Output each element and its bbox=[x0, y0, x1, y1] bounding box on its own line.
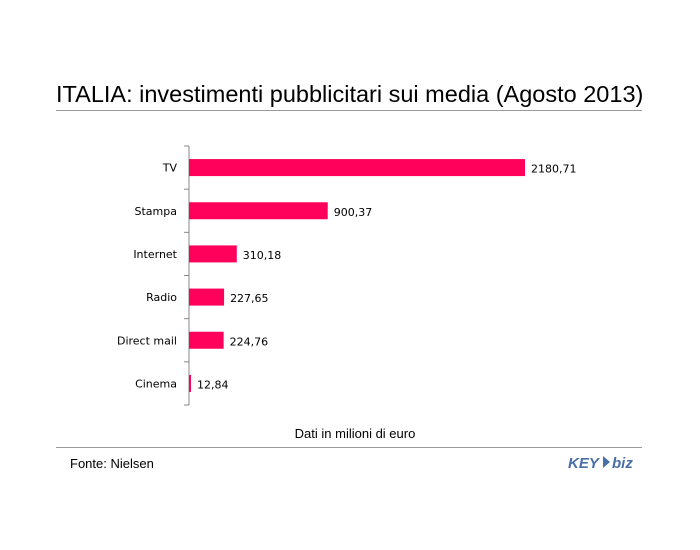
keybiz-logo: KEY biz bbox=[568, 455, 633, 472]
chart-title: ITALIA: investimenti pubblicitari sui me… bbox=[56, 81, 644, 107]
bar-3 bbox=[189, 288, 225, 306]
category-label-3: Radio bbox=[146, 291, 177, 304]
bar-2 bbox=[189, 245, 237, 263]
logo-arrow-icon bbox=[603, 456, 610, 468]
bar-4 bbox=[189, 331, 224, 349]
axis-layer bbox=[184, 145, 190, 406]
value-label-5: 12,84 bbox=[197, 378, 229, 391]
bar-5 bbox=[189, 374, 191, 392]
bar-0 bbox=[189, 159, 525, 177]
category-label-0: TV bbox=[162, 162, 178, 175]
footer-divider bbox=[56, 447, 642, 448]
source-note: Fonte: Nielsen bbox=[70, 456, 154, 471]
value-label-0: 2180,71 bbox=[531, 163, 577, 176]
logo-main-text: KEY bbox=[568, 455, 601, 472]
category-label-2: Internet bbox=[133, 248, 177, 261]
value-label-2: 310,18 bbox=[243, 249, 282, 262]
title-divider bbox=[56, 110, 642, 111]
category-label-4: Direct mail bbox=[117, 334, 177, 347]
category-label-1: Stampa bbox=[135, 205, 177, 218]
logo-accent-text: biz bbox=[612, 455, 633, 472]
value-label-1: 900,37 bbox=[334, 206, 373, 219]
bar-1 bbox=[189, 202, 328, 220]
category-label-5: Cinema bbox=[135, 377, 177, 390]
value-label-4: 224,76 bbox=[230, 335, 268, 348]
value-label-3: 227,65 bbox=[230, 292, 269, 305]
bars-layer bbox=[189, 159, 525, 392]
unit-note: Dati in milioni di euro bbox=[294, 426, 416, 441]
labels-layer: TV 2180,71 Stampa 900,37 Internet 310,18 Radio… bbox=[117, 162, 577, 392]
